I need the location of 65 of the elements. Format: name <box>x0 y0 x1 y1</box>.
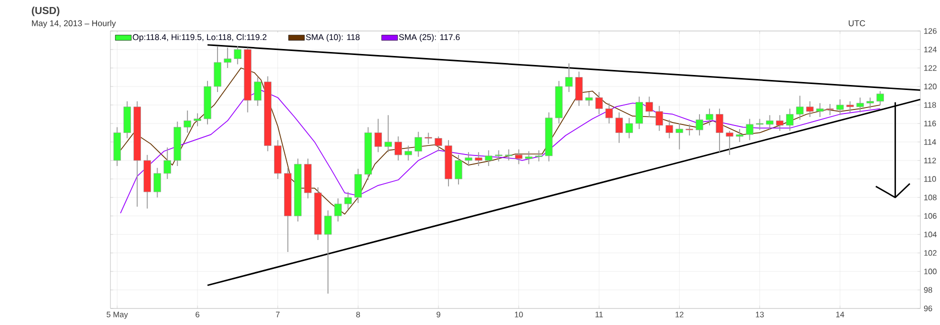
candlestick <box>384 114 392 153</box>
candlestick <box>474 152 482 166</box>
legend-label: Op:118.4, Hi:119.5, Lo:118, Cl:119.2 <box>132 34 266 42</box>
candlestick <box>154 167 162 198</box>
candlestick <box>706 108 714 126</box>
candlestick <box>836 98 844 116</box>
candlestick <box>646 96 653 118</box>
candlestick <box>686 124 694 136</box>
candlestick <box>464 152 472 166</box>
candlestick <box>666 119 674 139</box>
candlestick <box>846 100 854 113</box>
candlestick <box>636 96 643 130</box>
candlestick <box>224 47 232 68</box>
candlestick <box>876 90 884 106</box>
candlestick <box>786 108 794 132</box>
candlestick <box>746 118 754 141</box>
candlestick <box>806 100 814 118</box>
candlestick <box>605 102 613 124</box>
candlestick <box>404 145 412 161</box>
legend-label: SMA (25): 117.6 <box>399 34 460 42</box>
candlestick <box>494 150 502 162</box>
candlestick <box>254 76 262 106</box>
candlestick <box>424 132 432 144</box>
candlestick <box>324 210 332 294</box>
candlestick <box>615 112 623 144</box>
candlestick <box>585 92 593 106</box>
candlestick <box>676 122 684 150</box>
candlestick <box>334 198 342 222</box>
candlestick <box>484 150 492 166</box>
candlestick <box>434 136 442 152</box>
candlestick <box>866 97 874 110</box>
candlestick <box>656 105 664 132</box>
candlestick <box>344 191 352 210</box>
candlestick <box>414 131 422 158</box>
candlestick <box>515 148 522 165</box>
candlestick <box>394 136 402 161</box>
candlestick <box>234 45 242 65</box>
candlestick <box>796 95 804 120</box>
candlestick <box>696 114 704 136</box>
chart-title: (USD) <box>32 6 60 16</box>
candlestick <box>454 154 462 185</box>
candlestick <box>164 147 172 180</box>
candlestick <box>716 108 724 153</box>
candlestick <box>194 112 202 127</box>
candlestick <box>756 118 764 130</box>
candlestick <box>374 118 382 153</box>
candlestick <box>354 168 362 204</box>
candlestick <box>726 130 734 156</box>
candlestick <box>816 102 824 118</box>
candlestick <box>826 104 834 116</box>
candlestick <box>535 150 543 162</box>
text: UTC <box>848 20 866 26</box>
candlestick <box>184 110 192 134</box>
candlestick <box>595 92 603 115</box>
candlestick <box>856 97 864 113</box>
candlestick <box>575 71 583 106</box>
candlestick <box>776 114 784 132</box>
chart-subtitle: May 14, 2013 – Hourly <box>32 20 116 28</box>
candlestick <box>525 150 532 165</box>
legend-label: SMA (10): 118 <box>306 34 360 42</box>
candlestick <box>625 117 633 139</box>
candlestick <box>505 148 512 161</box>
candlestick <box>736 128 744 142</box>
candlestick <box>766 114 774 130</box>
candlestick <box>565 62 573 92</box>
